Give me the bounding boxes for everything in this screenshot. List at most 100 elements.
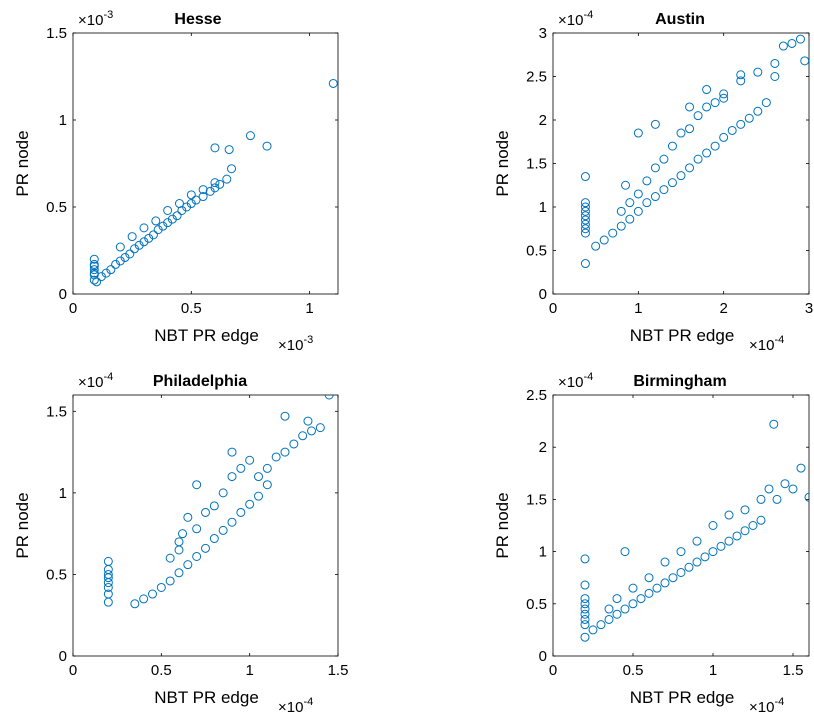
data-point bbox=[280, 447, 290, 457]
y-axis-label: PR node bbox=[493, 492, 512, 558]
data-point bbox=[628, 583, 638, 593]
data-point bbox=[684, 562, 694, 572]
y-tick-label: 1.5 bbox=[526, 491, 547, 508]
data-point bbox=[580, 202, 590, 212]
data-point bbox=[753, 67, 763, 77]
data-point bbox=[740, 505, 750, 515]
data-point bbox=[222, 174, 232, 184]
y-axis-label: PR node bbox=[493, 130, 512, 196]
data-point bbox=[103, 589, 113, 599]
y-tick-label: 2 bbox=[539, 112, 547, 129]
data-point bbox=[156, 582, 166, 592]
data-point bbox=[218, 488, 228, 498]
data-point bbox=[608, 228, 618, 238]
data-point bbox=[224, 145, 234, 155]
x-tick-label: 0 bbox=[549, 662, 557, 679]
data-point bbox=[667, 141, 677, 151]
y-tick-label: 3 bbox=[539, 25, 547, 42]
data-point bbox=[298, 431, 308, 441]
data-point bbox=[139, 594, 149, 604]
plot-area bbox=[72, 32, 339, 295]
x-tick-label: 1 bbox=[245, 662, 253, 679]
x-axis-label: NBT PR edge bbox=[154, 326, 259, 345]
data-point bbox=[103, 582, 113, 592]
data-point bbox=[163, 205, 173, 215]
data-point bbox=[659, 185, 669, 195]
data-point bbox=[139, 223, 149, 233]
y-tick-label: 1 bbox=[59, 485, 67, 502]
data-point bbox=[800, 56, 809, 66]
data-point bbox=[744, 113, 754, 123]
y-exponent-value: -4 bbox=[103, 371, 113, 383]
x-tick-label: 1.5 bbox=[783, 662, 804, 679]
y-exponent-label: ×10-4 bbox=[558, 9, 593, 29]
data-point bbox=[616, 221, 626, 231]
x-tick-label: 1 bbox=[305, 300, 313, 317]
data-point bbox=[636, 594, 646, 604]
data-point bbox=[788, 484, 798, 494]
data-point bbox=[201, 543, 210, 553]
marker-layer bbox=[580, 34, 809, 269]
y-tick-label: 1 bbox=[59, 112, 67, 129]
y-tick-label: 2.5 bbox=[526, 387, 547, 404]
data-point bbox=[183, 560, 193, 570]
data-point bbox=[770, 72, 780, 81]
y-tick-label: 0 bbox=[59, 286, 67, 303]
subplot-hesse: 0 0.5 1 0 0.5 1 1.5 Hesse ×10-3 NBT PR edge ×10-3 P… bbox=[13, 9, 339, 354]
data-point bbox=[106, 265, 116, 275]
data-point bbox=[719, 132, 729, 142]
y-tick-label: 1 bbox=[539, 199, 547, 216]
data-point bbox=[580, 228, 590, 238]
y-exponent-label: ×10-4 bbox=[558, 371, 593, 391]
data-point bbox=[198, 185, 208, 195]
data-point bbox=[262, 463, 272, 473]
marker-layer bbox=[580, 419, 809, 642]
data-point bbox=[174, 199, 184, 209]
data-point bbox=[668, 573, 678, 583]
data-point bbox=[580, 604, 590, 614]
data-point bbox=[254, 472, 263, 482]
data-point bbox=[280, 411, 290, 421]
data-point bbox=[262, 480, 272, 490]
data-point bbox=[580, 198, 590, 208]
data-point bbox=[198, 192, 208, 202]
data-point bbox=[764, 484, 774, 494]
data-point bbox=[254, 491, 263, 501]
data-point bbox=[227, 447, 237, 457]
data-point bbox=[736, 119, 746, 129]
marker-layer bbox=[103, 395, 334, 609]
y-tick-label: 0.5 bbox=[526, 596, 547, 613]
data-point bbox=[245, 455, 255, 465]
data-point bbox=[716, 541, 726, 551]
data-point bbox=[130, 599, 140, 609]
data-point bbox=[303, 416, 313, 426]
data-point bbox=[191, 195, 201, 205]
data-point bbox=[772, 494, 782, 504]
subplot-birmingham: 0 0.5 1 1.5 0 0.5 1 1.5 2 2.5 Birmingham ×10-4 NBT P… bbox=[493, 371, 810, 716]
data-point bbox=[676, 128, 686, 138]
x-exponent-label: ×10-4 bbox=[278, 696, 313, 716]
data-point bbox=[778, 41, 788, 51]
x-axis-label: NBT PR edge bbox=[630, 326, 735, 345]
data-point bbox=[719, 89, 729, 99]
x-tick-label: 0 bbox=[69, 300, 77, 317]
data-point bbox=[748, 521, 758, 530]
x-exponent-value: -4 bbox=[774, 696, 784, 708]
data-point bbox=[642, 176, 652, 186]
subplot-philadelphia: 0 0.5 1 1.5 0 0.5 1 1.5 Philadelphia ×10-4 NBT PR … bbox=[13, 371, 348, 716]
y-exponent-label: ×10-3 bbox=[78, 9, 113, 29]
data-point bbox=[236, 463, 246, 473]
y-axis-label: PR node bbox=[13, 492, 32, 558]
data-point bbox=[628, 599, 638, 609]
plot-area bbox=[552, 32, 810, 295]
x-tick-label: 1 bbox=[709, 662, 717, 679]
data-point bbox=[736, 70, 746, 80]
data-point bbox=[642, 198, 652, 208]
y-exponent-value: -3 bbox=[103, 9, 113, 21]
data-point bbox=[700, 552, 710, 562]
data-point bbox=[604, 604, 614, 614]
data-point bbox=[736, 76, 746, 86]
x-tick-label: 0.5 bbox=[623, 662, 644, 679]
y-exponent-value: -4 bbox=[583, 371, 593, 383]
